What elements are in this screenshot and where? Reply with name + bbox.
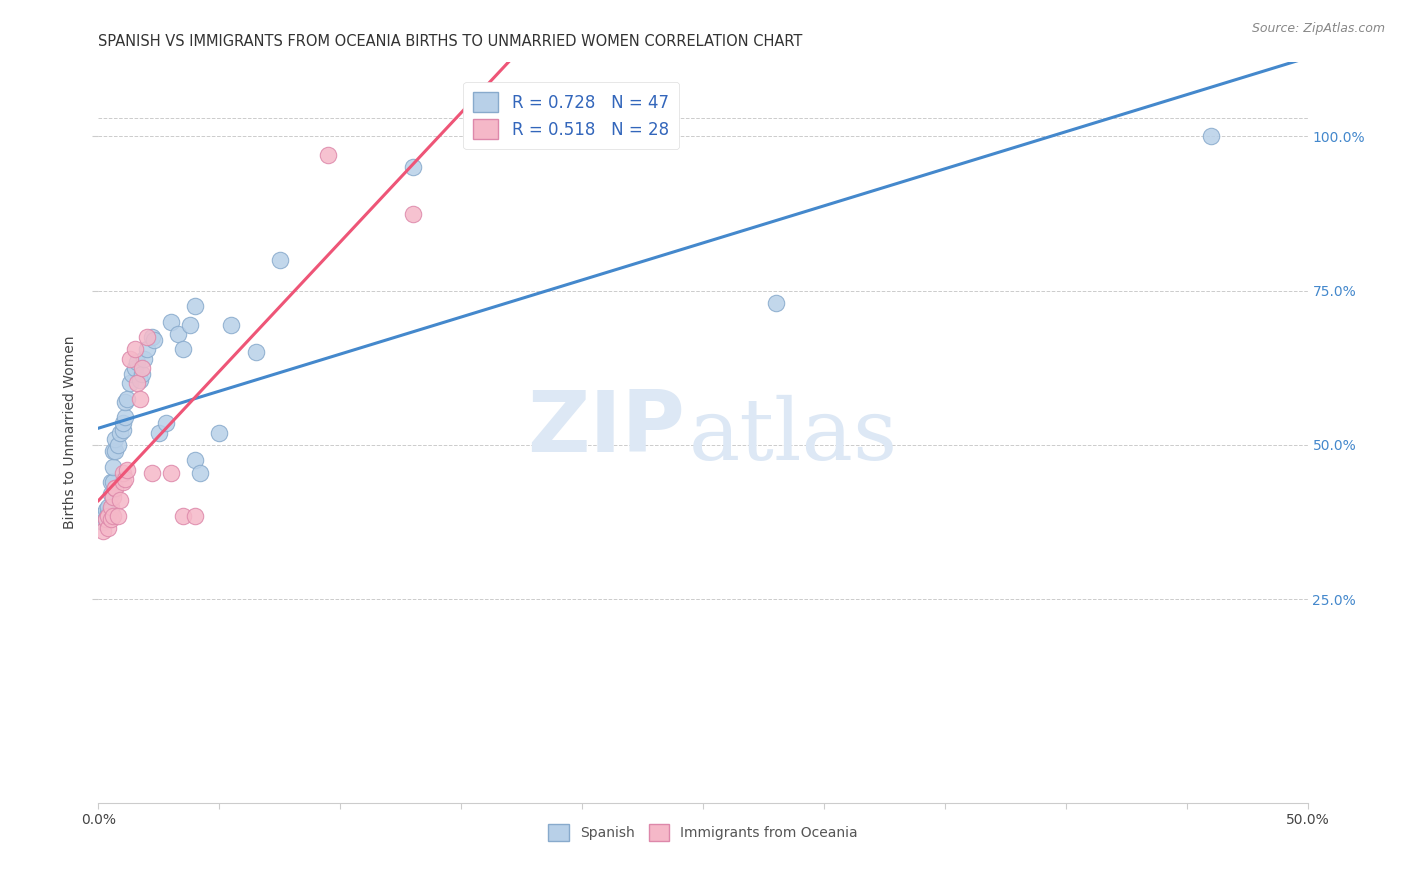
Point <box>135 330 157 344</box>
Point <box>101 508 124 523</box>
Point <box>111 417 134 431</box>
Point <box>100 475 122 489</box>
Point <box>128 392 150 406</box>
Point <box>111 475 134 489</box>
Point <box>184 453 207 467</box>
Point <box>97 521 120 535</box>
Point <box>100 512 122 526</box>
Point <box>160 466 183 480</box>
Point <box>91 524 114 539</box>
Point <box>111 423 134 437</box>
Point <box>141 466 163 480</box>
Text: SPANISH VS IMMIGRANTS FROM OCEANIA BIRTHS TO UNMARRIED WOMEN CORRELATION CHART: SPANISH VS IMMIGRANTS FROM OCEANIA BIRTH… <box>98 34 803 49</box>
Point <box>97 500 120 514</box>
Point <box>121 367 143 381</box>
Point <box>135 343 157 357</box>
Point <box>131 367 153 381</box>
Point <box>118 376 141 391</box>
Point <box>111 466 134 480</box>
Point <box>108 425 131 440</box>
Point <box>100 502 122 516</box>
Point <box>172 508 194 523</box>
Point <box>127 376 149 391</box>
Point <box>167 326 190 341</box>
Point <box>114 410 136 425</box>
Point <box>316 148 339 162</box>
Point <box>245 345 267 359</box>
Point <box>114 472 136 486</box>
Point <box>91 515 114 529</box>
Point <box>143 333 166 347</box>
Point <box>104 481 127 495</box>
Point <box>101 444 124 458</box>
Point <box>155 417 177 431</box>
Point <box>94 502 117 516</box>
Point <box>101 475 124 489</box>
Point <box>160 315 183 329</box>
Point <box>107 438 129 452</box>
Point <box>104 481 127 495</box>
Point <box>117 392 139 406</box>
Point <box>128 373 150 387</box>
Point <box>101 459 124 474</box>
Point <box>402 206 425 220</box>
Point <box>184 299 207 313</box>
Point <box>148 425 170 440</box>
Point <box>131 360 153 375</box>
Point <box>1199 129 1222 144</box>
Point <box>124 343 146 357</box>
Point <box>184 508 207 523</box>
Point <box>101 491 124 505</box>
Point <box>107 508 129 523</box>
Point <box>118 351 141 366</box>
Point <box>127 354 149 368</box>
Point <box>179 318 201 332</box>
Point <box>402 161 425 175</box>
Point <box>104 432 127 446</box>
Point <box>114 394 136 409</box>
Point <box>765 296 787 310</box>
Point <box>141 330 163 344</box>
Text: ZIP: ZIP <box>527 387 685 470</box>
Point <box>108 493 131 508</box>
Point <box>172 343 194 357</box>
Point <box>221 318 243 332</box>
Text: atlas: atlas <box>689 395 897 478</box>
Point <box>124 360 146 375</box>
Point <box>94 512 117 526</box>
Point <box>100 487 122 501</box>
Point <box>269 252 291 267</box>
Legend: Spanish, Immigrants from Oceania: Spanish, Immigrants from Oceania <box>541 817 865 847</box>
Point <box>97 506 120 520</box>
Point <box>100 500 122 514</box>
Point <box>188 466 211 480</box>
Point <box>97 508 120 523</box>
Point <box>117 462 139 476</box>
Point <box>104 444 127 458</box>
Point <box>90 508 112 523</box>
Y-axis label: Births to Unmarried Women: Births to Unmarried Women <box>63 336 77 529</box>
Text: Source: ZipAtlas.com: Source: ZipAtlas.com <box>1251 22 1385 36</box>
Point <box>208 425 231 440</box>
Point <box>94 512 117 526</box>
Point <box>134 351 156 366</box>
